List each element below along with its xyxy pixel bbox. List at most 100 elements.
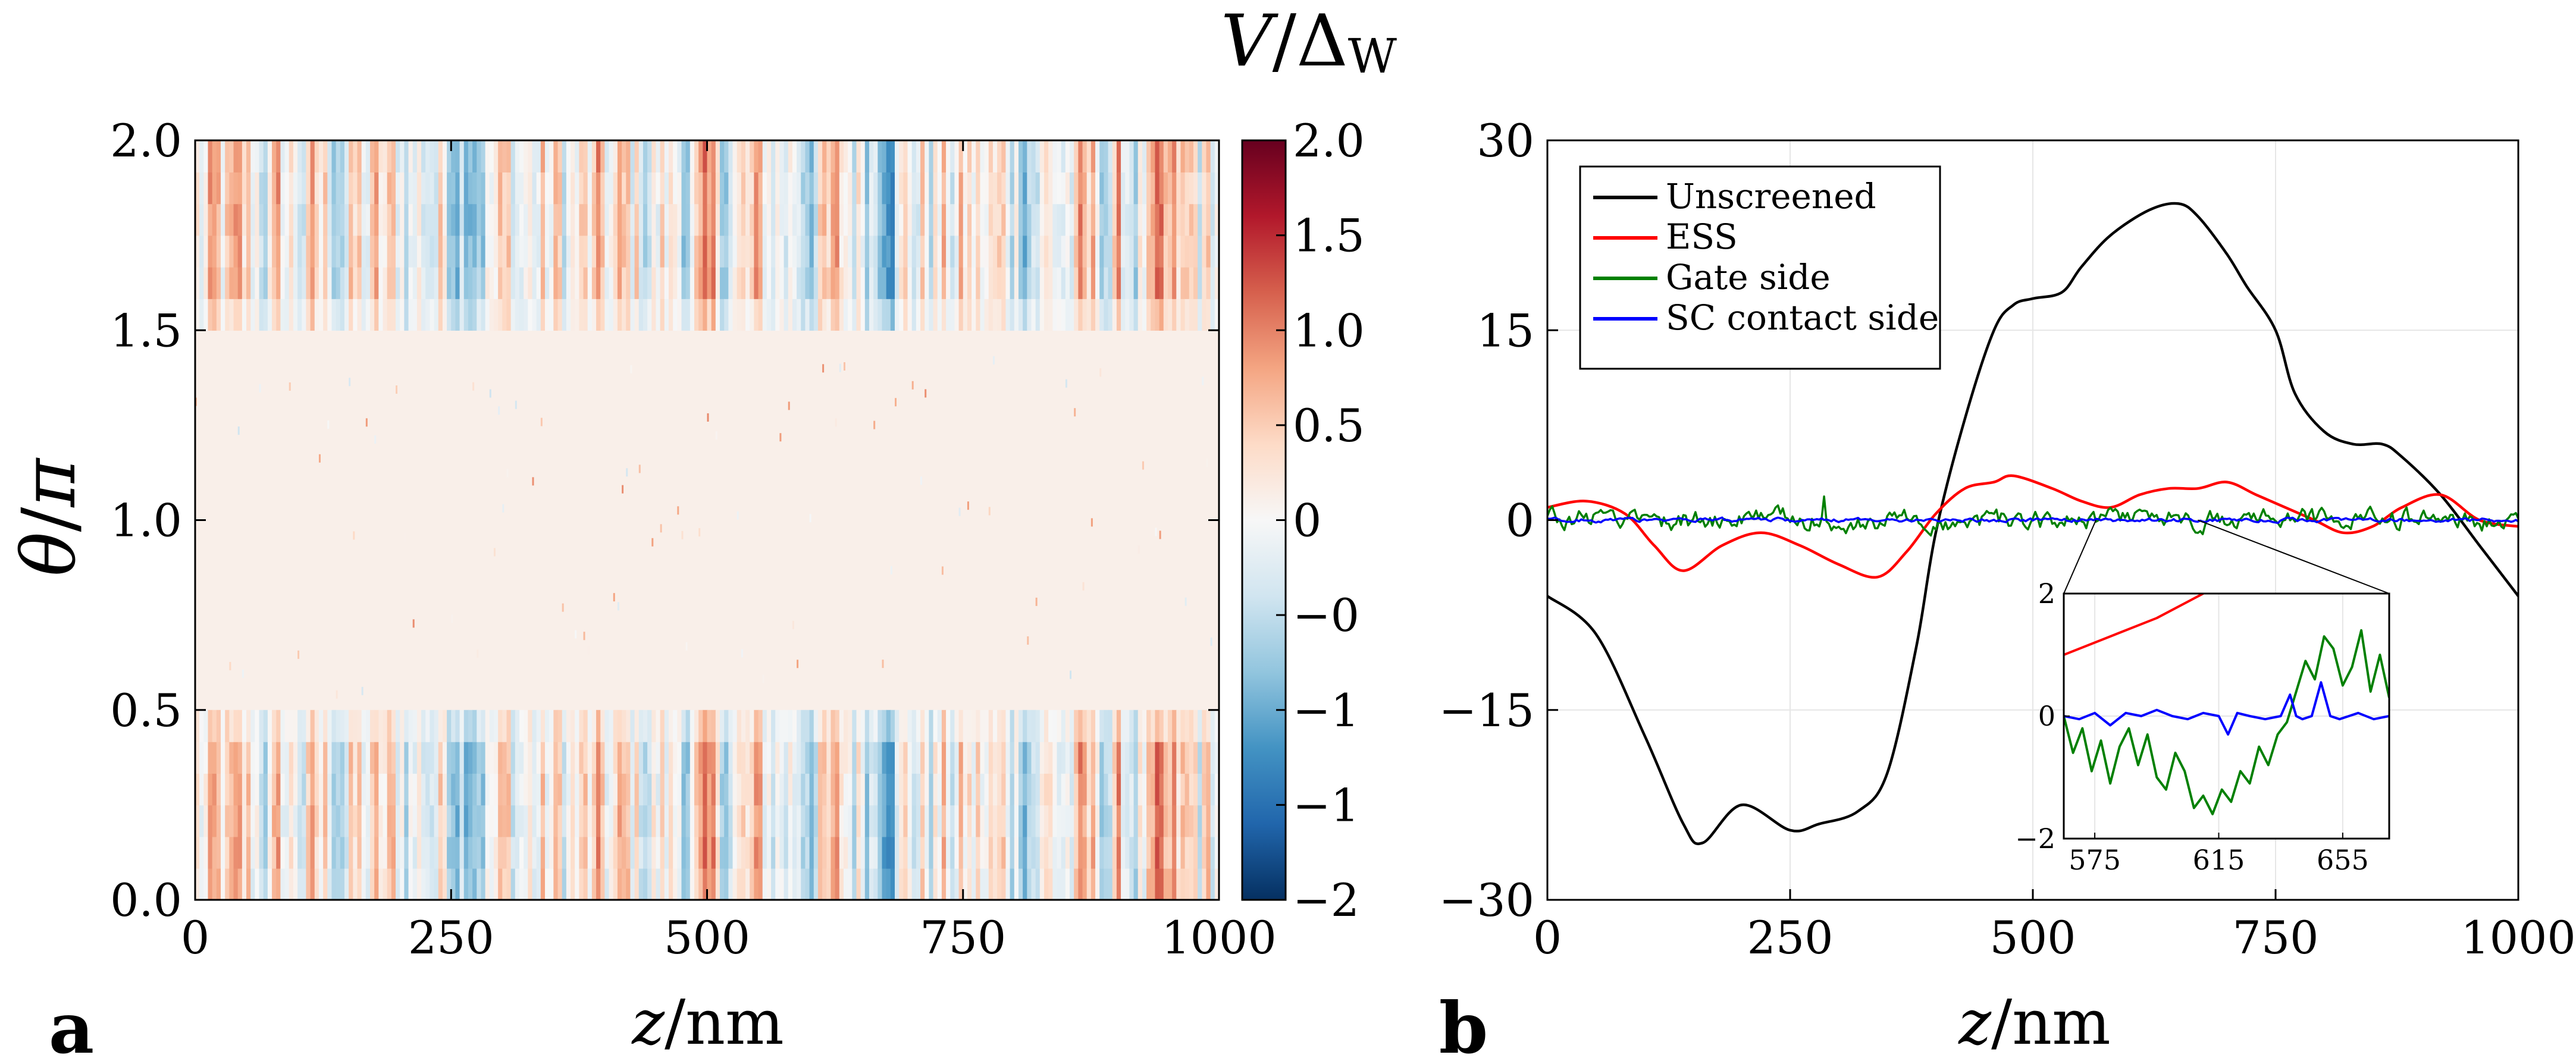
heatmap-cell — [396, 236, 400, 268]
heatmap-cell — [447, 837, 452, 869]
heatmap-cell — [425, 299, 430, 331]
heatmap-cell — [1112, 267, 1117, 299]
heatmap-cell — [1044, 742, 1049, 774]
heatmap-cell — [750, 236, 754, 268]
heatmap-cell — [447, 267, 452, 299]
heatmap-cell — [848, 742, 853, 774]
heatmap-cell — [912, 172, 917, 204]
heatmap-cell — [929, 236, 933, 268]
heatmap-cell — [745, 172, 750, 204]
heatmap-cell — [882, 868, 887, 900]
heatmap-cell — [315, 140, 319, 172]
heatmap-cell — [707, 710, 712, 742]
heatmap-cell — [276, 837, 281, 869]
heatmap-cell — [1211, 236, 1215, 268]
heatmap-cell — [541, 203, 546, 236]
heatmap-cell — [903, 299, 908, 331]
heatmap-cell — [579, 299, 584, 331]
heatmap-cell — [660, 742, 665, 774]
heatmap-cell — [524, 267, 528, 299]
heatmap-cell — [759, 868, 763, 900]
heatmap-cell — [259, 868, 264, 900]
heatmap-speckle — [1185, 598, 1187, 606]
heatmap-cell — [541, 299, 546, 331]
panel-a-label: a — [49, 987, 94, 1064]
heatmap-cell — [387, 203, 392, 236]
heatmap-cell — [460, 837, 465, 869]
heatmap-cell — [1074, 299, 1079, 331]
heatmap-cell — [694, 267, 699, 299]
heatmap-cell — [724, 236, 729, 268]
heatmap-cell — [366, 742, 371, 774]
heatmap-cell — [797, 710, 801, 742]
heatmap-cell — [383, 299, 388, 331]
heatmap-cell — [584, 868, 588, 900]
heatmap-cell — [344, 742, 349, 774]
heatmap-cell — [1070, 203, 1074, 236]
heatmap-cell — [805, 837, 810, 869]
heatmap-cell — [920, 267, 925, 299]
heatmap-cell — [250, 837, 255, 869]
heatmap-cell — [805, 710, 810, 742]
heatmap-cell — [477, 236, 481, 268]
heatmap-cell — [515, 742, 520, 774]
heatmap-speckle — [575, 630, 576, 638]
heatmap-cell — [1095, 299, 1100, 331]
heatmap-cell — [754, 140, 759, 172]
heatmap-cell — [805, 299, 810, 331]
heatmap-cell — [1198, 710, 1202, 742]
heatmap-speckle — [490, 390, 491, 398]
heatmap-cell — [1005, 267, 1010, 299]
heatmap-cell — [1031, 203, 1036, 236]
heatmap-speckle — [349, 378, 350, 386]
heatmap-cell — [374, 805, 379, 837]
heatmap-cell — [336, 267, 341, 299]
heatmap-cell — [759, 805, 763, 837]
heatmap-cell — [502, 868, 507, 900]
heatmap-cell — [315, 710, 319, 742]
heatmap-cell — [391, 236, 396, 268]
heatmap-cell — [1070, 172, 1074, 204]
heatmap-cell — [1180, 203, 1185, 236]
heatmap-cell — [421, 805, 426, 837]
heatmap-cell — [604, 299, 609, 331]
heatmap-cell — [490, 868, 494, 900]
heatmap-cell — [264, 773, 268, 805]
heatmap-cell — [737, 868, 742, 900]
heatmap-cell — [1129, 140, 1134, 172]
heatmap-cell — [698, 742, 703, 774]
heatmap-cell — [1078, 203, 1083, 236]
heatmap-cell — [989, 299, 994, 331]
heatmap-cell — [1146, 299, 1151, 331]
heatmap-cell — [873, 267, 878, 299]
heatmap-cell — [686, 203, 691, 236]
heatmap-cell — [1027, 837, 1032, 869]
heatmap-cell — [980, 172, 985, 204]
heatmap-cell — [912, 710, 917, 742]
heatmap-cell — [831, 172, 835, 204]
heatmap-cell — [1087, 837, 1092, 869]
heatmap-cell — [954, 868, 959, 900]
heatmap-cell — [822, 267, 827, 299]
heatmap-cell — [413, 805, 418, 837]
heatmap-cell — [848, 172, 853, 204]
heatmap-cell — [558, 299, 563, 331]
heatmap-cell — [199, 236, 204, 268]
heatmap-cell — [225, 140, 230, 172]
heatmap-cell — [954, 203, 959, 236]
heatmap-cell — [1125, 805, 1130, 837]
heatmap-cell — [276, 742, 281, 774]
heatmap-speckle — [618, 602, 619, 610]
heatmap-cell — [391, 299, 396, 331]
heatmap-cell — [268, 299, 272, 331]
heatmap-cell — [1193, 203, 1198, 236]
heatmap-cell — [677, 773, 682, 805]
heatmap-cell — [1176, 299, 1181, 331]
heatmap-cell — [1138, 710, 1143, 742]
heatmap-cell — [954, 837, 959, 869]
heatmap-cell — [545, 837, 550, 869]
heatmap-cell — [1185, 172, 1190, 204]
heatmap-cell — [477, 267, 481, 299]
heatmap-cell — [639, 837, 644, 869]
heatmap-cell — [438, 140, 443, 172]
